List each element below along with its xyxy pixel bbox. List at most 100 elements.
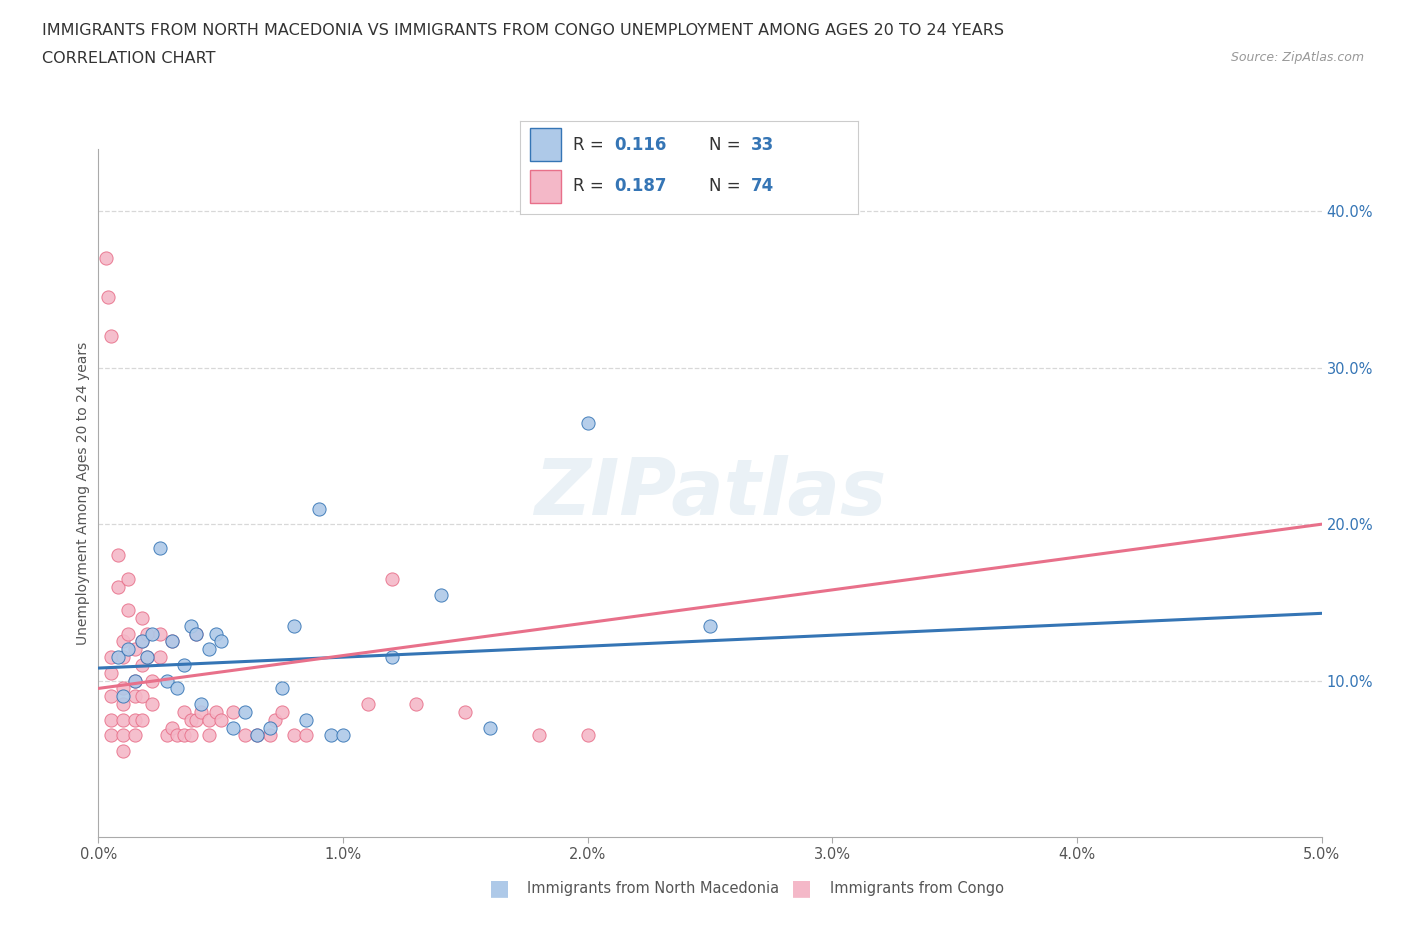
Point [454, 704, 477, 719]
Point [149, 650, 172, 665]
Point [117, 603, 139, 618]
Text: ■: ■ [489, 878, 509, 898]
Text: 0.116: 0.116 [614, 136, 666, 153]
Point [117, 642, 139, 657]
Point [136, 650, 159, 665]
Point [205, 626, 228, 641]
Point [233, 704, 256, 719]
Point [141, 626, 163, 641]
FancyBboxPatch shape [530, 128, 561, 161]
Point [209, 712, 232, 727]
Point [136, 626, 159, 641]
Point [131, 658, 153, 672]
Point [107, 650, 129, 665]
Y-axis label: Unemployment Among Ages 20 to 24 years: Unemployment Among Ages 20 to 24 years [76, 341, 90, 644]
Point [332, 728, 354, 743]
Text: Source: ZipAtlas.com: Source: ZipAtlas.com [1230, 51, 1364, 64]
Point [190, 704, 212, 719]
Point [111, 728, 134, 743]
Point [699, 618, 721, 633]
Point [156, 673, 179, 688]
Point [131, 689, 153, 704]
Point [295, 728, 318, 743]
Point [173, 704, 195, 719]
Point [149, 626, 172, 641]
Point [180, 618, 202, 633]
Point [186, 626, 208, 641]
Point [381, 571, 404, 587]
Text: Immigrants from Congo: Immigrants from Congo [830, 881, 1004, 896]
Point [186, 712, 208, 727]
Point [156, 728, 179, 743]
Text: R =: R = [572, 178, 609, 195]
Text: N =: N = [709, 136, 747, 153]
Point [136, 650, 159, 665]
Point [222, 704, 245, 719]
Text: ■: ■ [792, 878, 811, 898]
Point [131, 712, 153, 727]
Point [205, 704, 228, 719]
Point [117, 571, 139, 587]
Text: Immigrants from North Macedonia: Immigrants from North Macedonia [527, 881, 779, 896]
Point [283, 728, 305, 743]
Point [270, 704, 292, 719]
Point [111, 744, 134, 759]
Point [131, 634, 153, 649]
Point [186, 626, 208, 641]
Point [576, 415, 599, 430]
Text: N =: N = [709, 178, 747, 195]
Point [100, 728, 122, 743]
Point [319, 728, 342, 743]
Point [160, 634, 183, 649]
Point [233, 728, 256, 743]
Text: ZIPatlas: ZIPatlas [534, 455, 886, 531]
Point [111, 712, 134, 727]
Point [111, 697, 134, 711]
Text: 33: 33 [751, 136, 775, 153]
Point [124, 673, 146, 688]
Point [117, 626, 139, 641]
Point [100, 712, 122, 727]
Point [308, 501, 330, 516]
Point [222, 720, 245, 735]
Text: R =: R = [572, 136, 609, 153]
Point [263, 712, 285, 727]
Point [430, 587, 453, 602]
Point [246, 728, 269, 743]
Point [124, 728, 146, 743]
FancyBboxPatch shape [530, 170, 561, 203]
Point [381, 650, 404, 665]
Point [180, 712, 202, 727]
Text: 0.187: 0.187 [614, 178, 668, 195]
Point [246, 728, 269, 743]
Point [173, 728, 195, 743]
Point [124, 673, 146, 688]
Point [100, 689, 122, 704]
Point [131, 634, 153, 649]
Point [100, 650, 122, 665]
Point [97, 290, 120, 305]
Point [259, 728, 281, 743]
Point [160, 720, 183, 735]
Point [111, 681, 134, 696]
Point [270, 681, 292, 696]
Point [405, 697, 427, 711]
Point [131, 611, 153, 626]
Point [576, 728, 599, 743]
Point [124, 642, 146, 657]
Point [94, 251, 117, 266]
Point [478, 720, 501, 735]
Point [356, 697, 378, 711]
Point [107, 548, 129, 563]
Point [107, 579, 129, 594]
Point [197, 712, 219, 727]
Point [173, 658, 195, 672]
Point [124, 712, 146, 727]
Point [527, 728, 550, 743]
Point [166, 728, 188, 743]
Point [259, 720, 281, 735]
Point [100, 665, 122, 680]
Point [141, 673, 163, 688]
Point [100, 329, 122, 344]
Point [111, 689, 134, 704]
